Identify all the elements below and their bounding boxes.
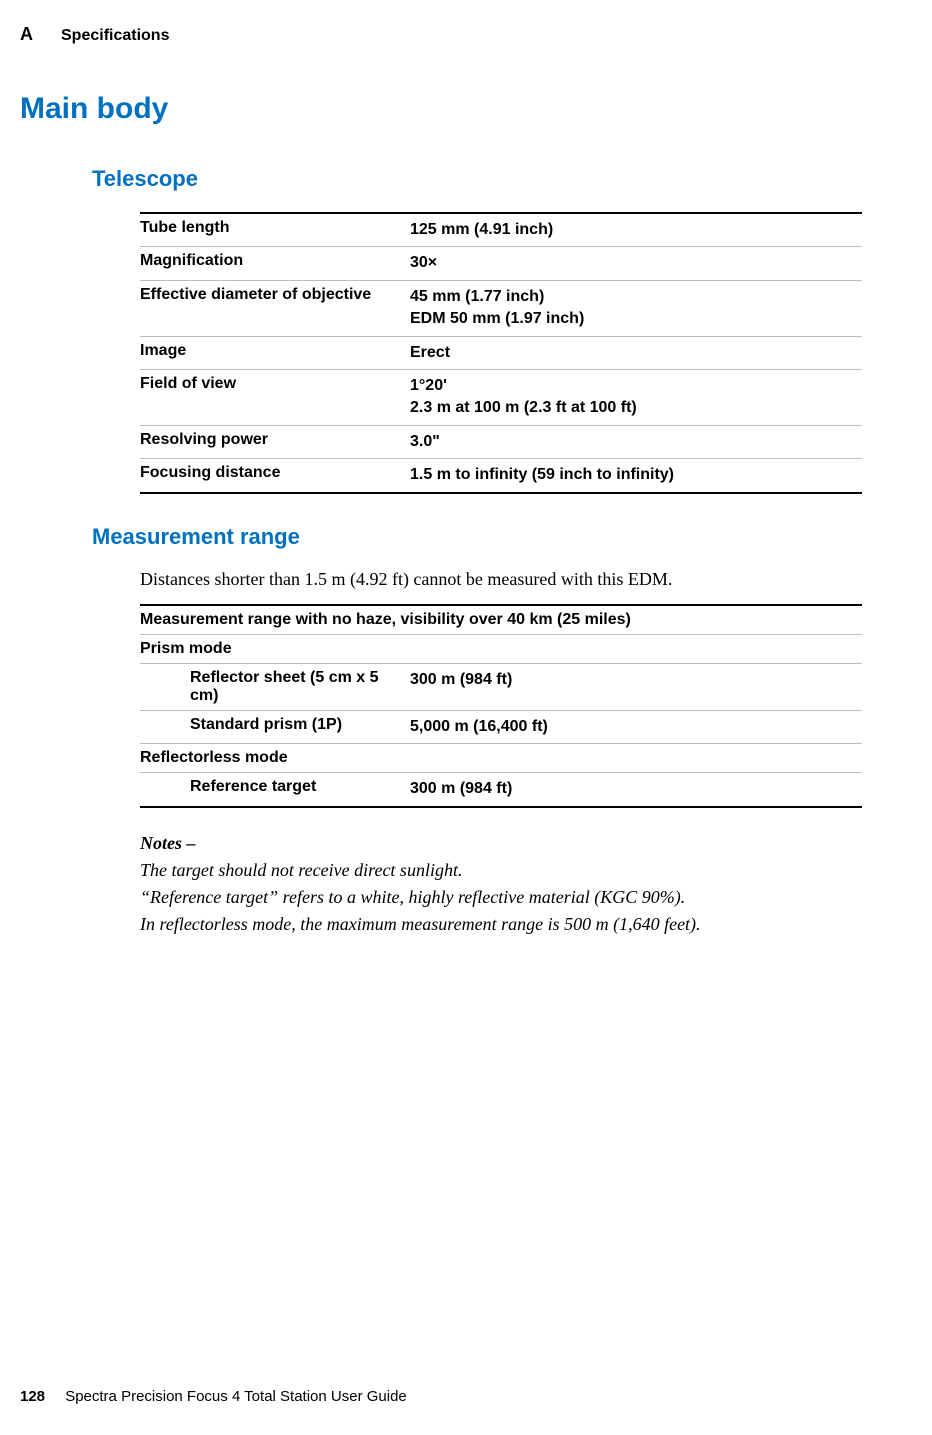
notes-block: Notes – The target should not receive di… xyxy=(140,830,701,938)
heading-main-body: Main body xyxy=(20,92,168,126)
spec-label: Reference target xyxy=(140,778,410,800)
table-measurement-range: Measurement range with no haze, visibili… xyxy=(140,604,862,808)
footer-title: Spectra Precision Focus 4 Total Station … xyxy=(65,1388,407,1405)
table-row: Reflectorless mode xyxy=(140,744,862,773)
spec-label: Reflectorless mode xyxy=(140,749,410,767)
spec-header: Measurement range with no haze, visibili… xyxy=(140,611,862,629)
spec-label: Image xyxy=(140,342,410,364)
spec-label: Reflector sheet (5 cm x 5 cm) xyxy=(140,669,410,705)
spec-label: Field of view xyxy=(140,375,410,420)
notes-line: In reflectorless mode, the maximum measu… xyxy=(140,911,701,938)
table-row: Effective diameter of objective45 mm (1.… xyxy=(140,281,862,337)
table-row: Prism mode xyxy=(140,635,862,664)
appendix-letter: A xyxy=(20,24,33,45)
table-row: Reflector sheet (5 cm x 5 cm)300 m (984 … xyxy=(140,664,862,711)
spec-label: Standard prism (1P) xyxy=(140,716,410,738)
measurement-intro: Distances shorter than 1.5 m (4.92 ft) c… xyxy=(140,566,672,592)
heading-telescope: Telescope xyxy=(92,166,198,192)
table-row: Standard prism (1P)5,000 m (16,400 ft) xyxy=(140,711,862,744)
spec-label: Resolving power xyxy=(140,431,410,453)
table-header-row: Measurement range with no haze, visibili… xyxy=(140,606,862,635)
spec-label: Prism mode xyxy=(140,640,410,658)
page-header: A Specifications xyxy=(20,24,169,45)
table-row: ImageErect xyxy=(140,337,862,370)
spec-value: Erect xyxy=(410,342,450,364)
table-row: Tube length125 mm (4.91 inch) xyxy=(140,214,862,247)
header-title: Specifications xyxy=(61,27,169,45)
spec-value: 45 mm (1.77 inch) EDM 50 mm (1.97 inch) xyxy=(410,286,584,331)
spec-label: Tube length xyxy=(140,219,410,241)
table-row: Magnification30× xyxy=(140,247,862,280)
spec-value: 30× xyxy=(410,252,437,274)
spec-value: 5,000 m (16,400 ft) xyxy=(410,716,548,738)
table-row: Focusing distance1.5 m to infinity (59 i… xyxy=(140,459,862,491)
spec-value: 300 m (984 ft) xyxy=(410,778,512,800)
spec-value: 3.0" xyxy=(410,431,440,453)
spec-value: 1°20' 2.3 m at 100 m (2.3 ft at 100 ft) xyxy=(410,375,637,420)
notes-heading: Notes – xyxy=(140,830,701,857)
notes-line: The target should not receive direct sun… xyxy=(140,857,701,884)
table-row: Field of view1°20' 2.3 m at 100 m (2.3 f… xyxy=(140,370,862,426)
spec-value: 300 m (984 ft) xyxy=(410,669,512,705)
spec-label: Focusing distance xyxy=(140,464,410,486)
spec-value: 125 mm (4.91 inch) xyxy=(410,219,553,241)
heading-measurement-range: Measurement range xyxy=(92,524,300,550)
page-number: 128 xyxy=(20,1388,45,1405)
notes-line: “Reference target” refers to a white, hi… xyxy=(140,884,701,911)
page-footer: 128 Spectra Precision Focus 4 Total Stat… xyxy=(20,1388,407,1405)
table-telescope: Tube length125 mm (4.91 inch)Magnificati… xyxy=(140,212,862,494)
spec-label: Magnification xyxy=(140,252,410,274)
table-row: Resolving power3.0" xyxy=(140,426,862,459)
spec-value: 1.5 m to infinity (59 inch to infinity) xyxy=(410,464,674,486)
table-row: Reference target300 m (984 ft) xyxy=(140,773,862,805)
spec-label: Effective diameter of objective xyxy=(140,286,410,331)
